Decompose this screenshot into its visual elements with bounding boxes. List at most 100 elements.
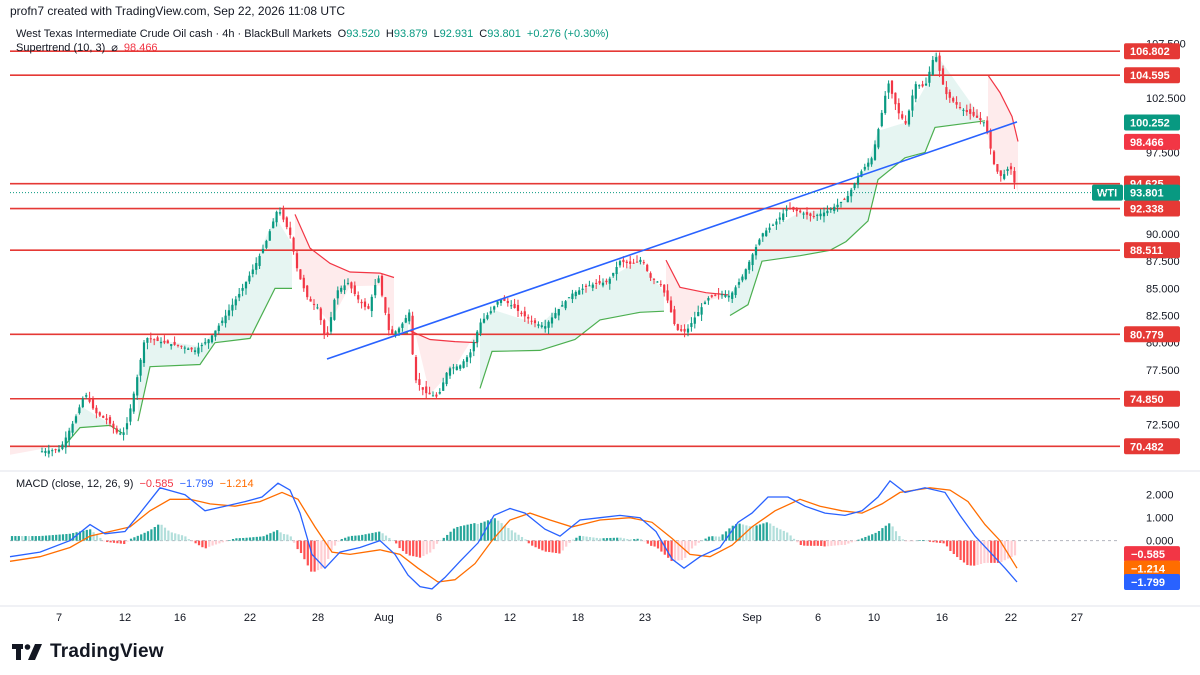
candle-up	[448, 368, 452, 376]
candle-up	[567, 297, 571, 299]
macd-histogram-bar	[1000, 540, 1003, 563]
candle-up	[170, 344, 173, 347]
macd-histogram-bar	[843, 540, 847, 545]
macd-histogram-bar	[775, 527, 779, 541]
macd-histogram-bar	[255, 536, 258, 541]
macd-histogram-bar	[588, 537, 592, 541]
candle-down	[605, 280, 608, 283]
macd-histogram-bar	[109, 540, 112, 543]
macd-histogram-bar	[133, 537, 136, 541]
macd-histogram-bar	[735, 524, 738, 541]
candle-down	[965, 109, 968, 113]
supertrend-fill	[410, 311, 478, 395]
candle-up	[540, 325, 543, 327]
macd-label[interactable]: MACD (close, 12, 26, 9)	[16, 478, 134, 490]
macd-histogram-bar	[724, 531, 728, 541]
level-price-tag	[1124, 67, 1180, 84]
visibility-icon[interactable]: ⌀	[111, 42, 118, 54]
macd-histogram-bar	[106, 540, 109, 543]
macd-histogram-bar	[809, 540, 813, 546]
macd-histogram-bar	[310, 540, 313, 572]
candle-up	[258, 256, 261, 266]
macd-histogram-bar	[41, 535, 44, 541]
candle-up	[452, 367, 455, 369]
instrument-title: West Texas Intermediate Crude Oil cash ·…	[16, 28, 332, 40]
candle-down	[360, 301, 363, 304]
chart-canvas[interactable]: 107.500102.50097.50092.50090.00087.50085…	[0, 22, 1200, 632]
candle-down	[890, 80, 894, 94]
macd-histogram-bar	[769, 523, 772, 541]
candle-down	[323, 320, 326, 335]
candle-down	[516, 304, 520, 311]
macd-histogram-bar	[823, 540, 826, 547]
candle-up	[761, 233, 764, 237]
macd-histogram-bar	[609, 537, 612, 541]
candle-down	[938, 55, 941, 71]
level-price-tag	[1124, 326, 1180, 343]
macd-histogram-bar	[507, 528, 510, 541]
macd-histogram-bar	[425, 540, 428, 555]
macd-histogram-bar	[354, 535, 357, 541]
candle-up	[438, 392, 441, 394]
candle-up	[44, 450, 47, 453]
macd-histogram-bar	[949, 540, 952, 551]
candle-down	[996, 164, 999, 172]
price-tick-label: 85.000	[1146, 283, 1180, 295]
macd-histogram-bar	[616, 537, 619, 541]
macd-histogram-bar	[340, 538, 343, 541]
candle-up	[863, 166, 866, 170]
macd-histogram-bar	[374, 532, 377, 541]
macd-histogram-bar	[119, 540, 122, 544]
candle-down	[717, 293, 720, 295]
candle-up	[64, 437, 67, 448]
candle-up	[142, 342, 146, 364]
macd-histogram-bar	[551, 540, 554, 553]
macd-histogram-bar	[44, 535, 48, 541]
candle-up	[207, 339, 210, 344]
macd-hist-value: −0.585	[139, 478, 174, 490]
supertrend-value: 98.466	[123, 42, 158, 54]
supertrend-fill	[295, 214, 394, 333]
macd-histogram-bar	[531, 540, 534, 546]
macd-histogram-bar	[262, 536, 265, 541]
candle-down	[418, 379, 421, 386]
macd-histogram-bar	[316, 540, 320, 571]
candle-up	[394, 331, 397, 335]
macd-histogram-bar	[92, 532, 95, 541]
candle-down	[652, 278, 656, 280]
candle-up	[836, 204, 839, 208]
macd-histogram-bar	[884, 525, 887, 541]
macd-histogram-bar	[660, 540, 663, 552]
candle-up	[231, 304, 234, 311]
level-price-label: 104.595	[1130, 70, 1170, 82]
candle-up	[340, 287, 343, 292]
macd-histogram-bar	[78, 531, 82, 541]
macd-histogram-bar	[524, 539, 527, 541]
macd-histogram-bar	[466, 524, 469, 541]
macd-histogram-bar	[928, 540, 932, 542]
candle-up	[476, 331, 479, 343]
macd-histogram-bar	[534, 540, 537, 548]
level-price-tag	[1124, 200, 1180, 217]
candle-up	[931, 59, 934, 75]
macd-histogram-bar	[639, 539, 643, 541]
time-tick-label: 10	[868, 612, 880, 624]
macd-histogram-bar	[432, 540, 435, 550]
macd-histogram-bar	[915, 540, 918, 542]
macd-histogram-bar	[877, 531, 881, 541]
macd-histogram-bar	[102, 540, 105, 542]
candle-down	[635, 261, 639, 263]
candle-down	[312, 303, 316, 305]
candle-up	[856, 176, 860, 185]
supertrend-label[interactable]: Supertrend (10, 3)	[16, 42, 106, 54]
tradingview-brand[interactable]: TradingView	[12, 641, 164, 663]
macd-histogram-bar	[449, 531, 452, 541]
macd-histogram-bar	[418, 540, 422, 558]
candle-down	[506, 300, 509, 304]
candle-up	[601, 282, 605, 286]
macd-histogram-bar	[27, 536, 31, 541]
macd-histogram-bar	[561, 540, 564, 551]
macd-histogram-bar	[571, 539, 575, 541]
macd-histogram-bar	[707, 536, 711, 541]
macd-histogram-bar	[871, 534, 874, 541]
